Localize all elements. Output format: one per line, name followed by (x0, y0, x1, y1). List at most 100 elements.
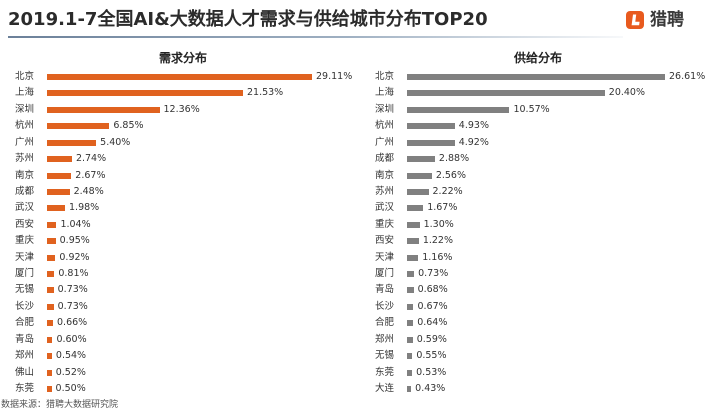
supply-value-label-5: 4.92% (458, 136, 489, 148)
supply-value-label-3: 10.57% (513, 103, 550, 115)
supply-bar-20 (407, 385, 412, 392)
supply-category-label-6: 成都 (375, 153, 395, 165)
demand-value-label-9: 1.98% (69, 202, 100, 214)
supply-category-label-4: 杭州 (375, 120, 395, 132)
supply-value-label-9: 1.67% (427, 202, 458, 214)
liepin-logo-icon (626, 11, 644, 29)
supply-bar-7 (407, 172, 432, 179)
demand-bar-15 (47, 303, 54, 310)
demand-value-label-3: 12.36% (163, 103, 200, 115)
demand-category-label-18: 郑州 (15, 350, 35, 362)
supply-bar-8 (407, 188, 429, 195)
supply-bar-5 (407, 139, 455, 146)
supply-value-label-11: 1.22% (422, 235, 454, 247)
page-title: 2019.1-7全国AI&大数据人才需求与供给城市分布TOP20 (8, 9, 488, 30)
supply-value-label-10: 1.30% (423, 218, 454, 230)
demand-value-label-1: 29.11% (316, 71, 353, 82)
supply-category-label-16: 合肥 (375, 317, 395, 329)
demand-value-label-17: 0.60% (56, 333, 87, 345)
supply-bar-15 (407, 303, 414, 310)
supply-value-label-17: 0.59% (416, 333, 447, 345)
supply-category-label-3: 深圳 (375, 103, 395, 115)
demand-category-label-20: 东莞 (15, 382, 35, 394)
supply-category-label-1: 北京 (375, 71, 395, 82)
demand-value-label-6: 2.74% (75, 153, 107, 165)
supply-category-label-11: 西安 (375, 235, 395, 247)
demand-chart-title: 需求分布 (158, 51, 207, 65)
supply-bar-17 (407, 336, 413, 343)
supply-value-label-20: 0.43% (415, 382, 446, 394)
demand-value-label-10: 1.04% (60, 218, 91, 230)
supply-bar-9 (407, 205, 424, 212)
demand-category-label-10: 西安 (15, 218, 35, 230)
demand-bar-12 (47, 254, 56, 261)
demand-bar-16 (47, 320, 53, 327)
supply-category-label-13: 厦门 (375, 268, 395, 280)
demand-value-label-8: 2.48% (73, 185, 104, 197)
supply-bar-16 (407, 320, 414, 327)
demand-category-label-2: 上海 (15, 87, 35, 99)
demand-bar-8 (47, 188, 70, 195)
supply-value-label-7: 2.56% (435, 169, 466, 181)
demand-bar-20 (47, 385, 52, 392)
supply-category-label-14: 青岛 (375, 284, 395, 296)
supply-bar-10 (407, 221, 420, 228)
demand-category-label-11: 重庆 (15, 235, 35, 247)
supply-category-label-18: 无锡 (375, 350, 395, 362)
demand-category-label-17: 青岛 (15, 333, 35, 345)
demand-bar-9 (47, 205, 66, 212)
demand-value-label-19: 0.52% (55, 366, 86, 378)
demand-value-label-16: 0.66% (57, 317, 88, 329)
demand-bar-5 (47, 139, 97, 146)
logo-text: 猎聘 (650, 10, 684, 30)
demand-category-label-1: 北京 (15, 71, 35, 82)
demand-bar-4 (47, 123, 110, 130)
demand-category-label-15: 长沙 (15, 300, 35, 312)
demand-bar-1 (47, 74, 312, 80)
supply-chart-title: 供给分布 (513, 51, 562, 65)
supply-bar-6 (407, 156, 435, 163)
supply-category-label-8: 苏州 (375, 185, 395, 197)
demand-bar-18 (47, 353, 52, 360)
supply-value-label-8: 2.22% (432, 185, 463, 197)
demand-bar-7 (47, 172, 72, 179)
supply-bar-4 (407, 123, 455, 130)
demand-category-label-4: 杭州 (15, 120, 35, 132)
supply-value-label-19: 0.53% (416, 366, 447, 378)
supply-value-label-1: 26.61% (669, 71, 706, 82)
demand-value-label-4: 6.85% (113, 120, 144, 132)
supply-bar-11 (407, 238, 419, 245)
demand-category-label-13: 厦门 (15, 268, 35, 280)
supply-bar-14 (407, 287, 414, 294)
demand-category-label-3: 深圳 (15, 103, 35, 115)
supply-bar-1 (407, 74, 665, 80)
supply-value-label-18: 0.55% (416, 350, 447, 362)
supply-bar-2 (407, 90, 605, 97)
demand-category-label-9: 武汉 (15, 202, 35, 214)
demand-bar-3 (47, 106, 160, 113)
supply-value-label-2: 20.40% (608, 87, 646, 99)
demand-value-label-11: 0.95% (59, 235, 90, 247)
demand-value-label-15: 0.73% (57, 300, 88, 312)
demand-value-label-20: 0.50% (55, 382, 86, 394)
demand-bar-17 (47, 336, 53, 343)
source-note: 数据来源：猎聘大数据研究院 (1, 400, 119, 410)
supply-chart: 供给分布 北京 26.61% 上海 20.40% 深圳 10.57% 杭州 4.93% 广州 4.… (360, 0, 720, 413)
supply-category-label-9: 武汉 (375, 202, 395, 214)
supply-category-label-20: 大连 (375, 382, 395, 394)
supply-category-label-7: 南京 (375, 169, 395, 181)
demand-bar-6 (47, 156, 72, 163)
demand-category-label-5: 广州 (15, 136, 35, 148)
supply-value-label-16: 0.64% (417, 317, 448, 329)
demand-category-label-14: 无锡 (15, 284, 35, 296)
demand-bar-10 (47, 221, 57, 228)
demand-category-label-12: 天津 (15, 251, 35, 263)
supply-category-label-17: 郑州 (375, 333, 395, 345)
demand-value-label-12: 0.92% (59, 251, 90, 263)
title-divider (8, 36, 623, 38)
demand-value-label-13: 0.81% (58, 268, 89, 280)
demand-category-label-19: 佛山 (15, 366, 35, 378)
supply-category-label-19: 东莞 (375, 366, 395, 378)
demand-bar-11 (47, 238, 56, 245)
